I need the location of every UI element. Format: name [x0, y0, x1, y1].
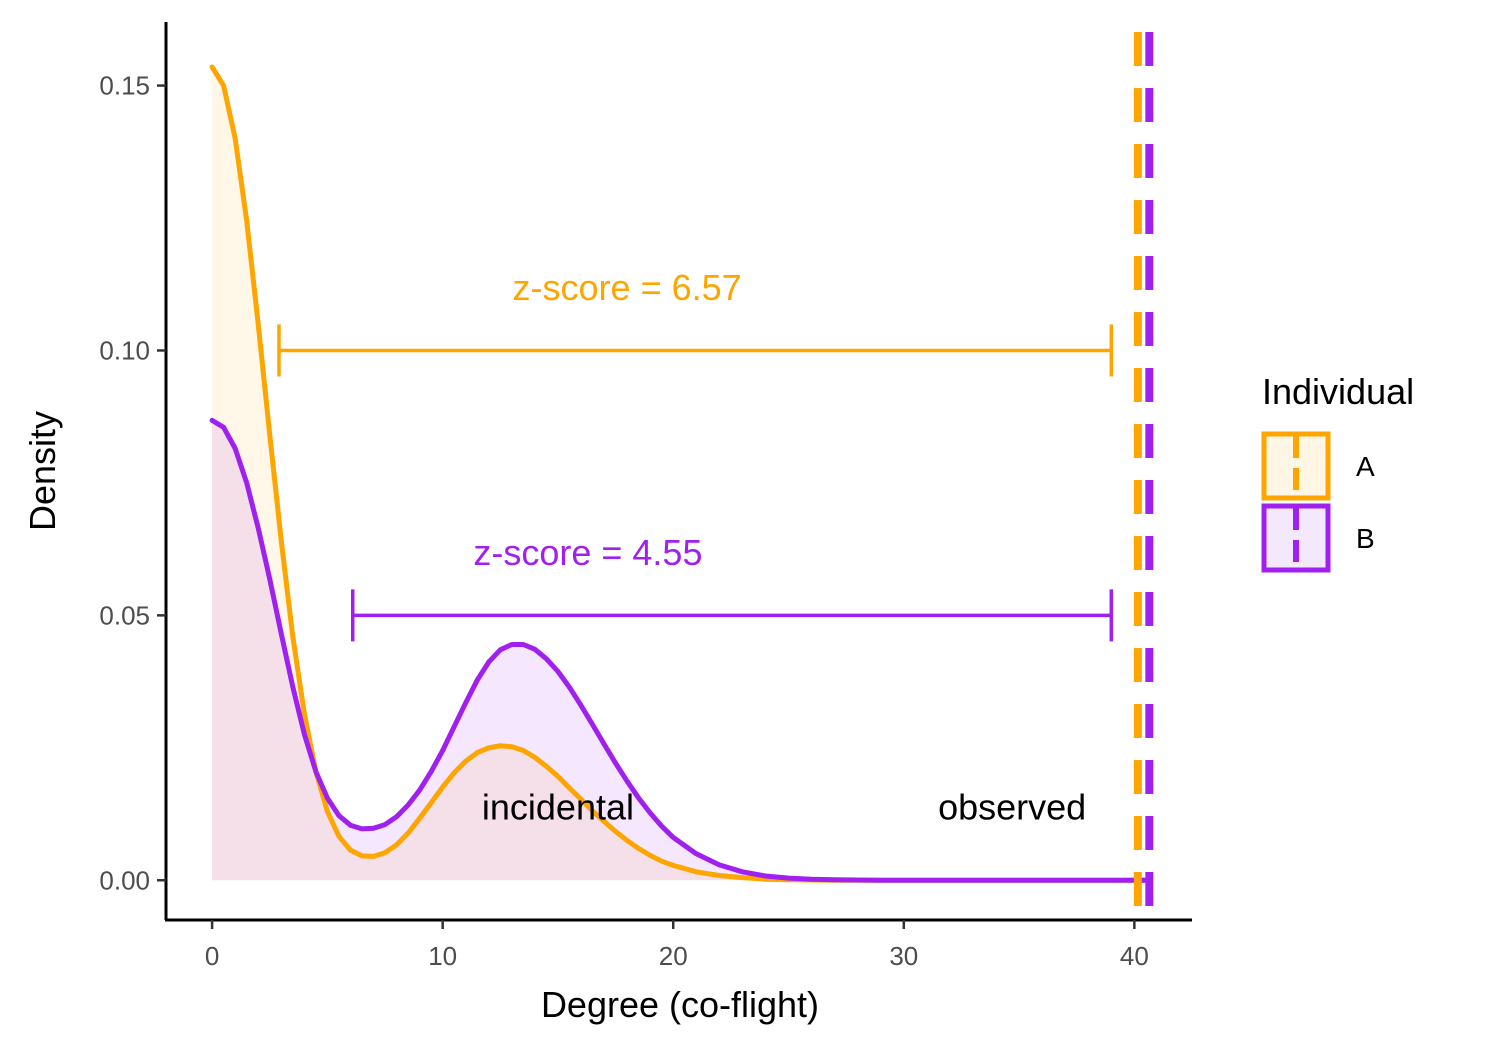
y-tick-label: 0.00	[99, 865, 150, 895]
density-line-b	[209, 417, 1153, 883]
zscore-label-a: z-score = 6.57	[513, 267, 742, 308]
observed-lines	[1133, 32, 1154, 920]
y-tick-label: 0.05	[99, 600, 150, 630]
annotation-observed: observed	[938, 786, 1086, 827]
density-area-a	[212, 67, 1151, 881]
x-axis-ticks: 0 10 20 30 40	[205, 920, 1149, 971]
legend: Individual AB	[1261, 371, 1414, 573]
y-tick-label: 0.10	[99, 335, 150, 365]
legend-title: Individual	[1262, 371, 1414, 412]
legend-entries: AB	[1261, 431, 1375, 573]
density-area-b	[212, 420, 1151, 881]
x-tick-label: 0	[205, 941, 219, 971]
annotation-incidental: incidental	[482, 786, 634, 827]
x-axis-title: Degree (co-flight)	[541, 984, 819, 1025]
zscore-label-b: z-score = 4.55	[473, 532, 702, 573]
x-tick-label: 10	[428, 941, 457, 971]
x-tick-label: 40	[1120, 941, 1149, 971]
zscore-intervals: z-score = 6.57 z-score = 4.55	[277, 267, 1114, 642]
annotations: incidental observed	[482, 786, 1086, 827]
y-axis-ticks: 0.00 0.05 0.10 0.15	[99, 71, 166, 895]
density-areas	[212, 67, 1151, 881]
x-tick-label: 20	[659, 941, 688, 971]
legend-label-b: B	[1356, 523, 1375, 554]
legend-label-a: A	[1356, 451, 1375, 482]
density-lines	[209, 64, 1153, 883]
x-tick-label: 30	[889, 941, 918, 971]
y-tick-label: 0.15	[99, 71, 150, 101]
y-axis-title: Density	[22, 411, 63, 531]
density-line-a	[209, 64, 1153, 883]
